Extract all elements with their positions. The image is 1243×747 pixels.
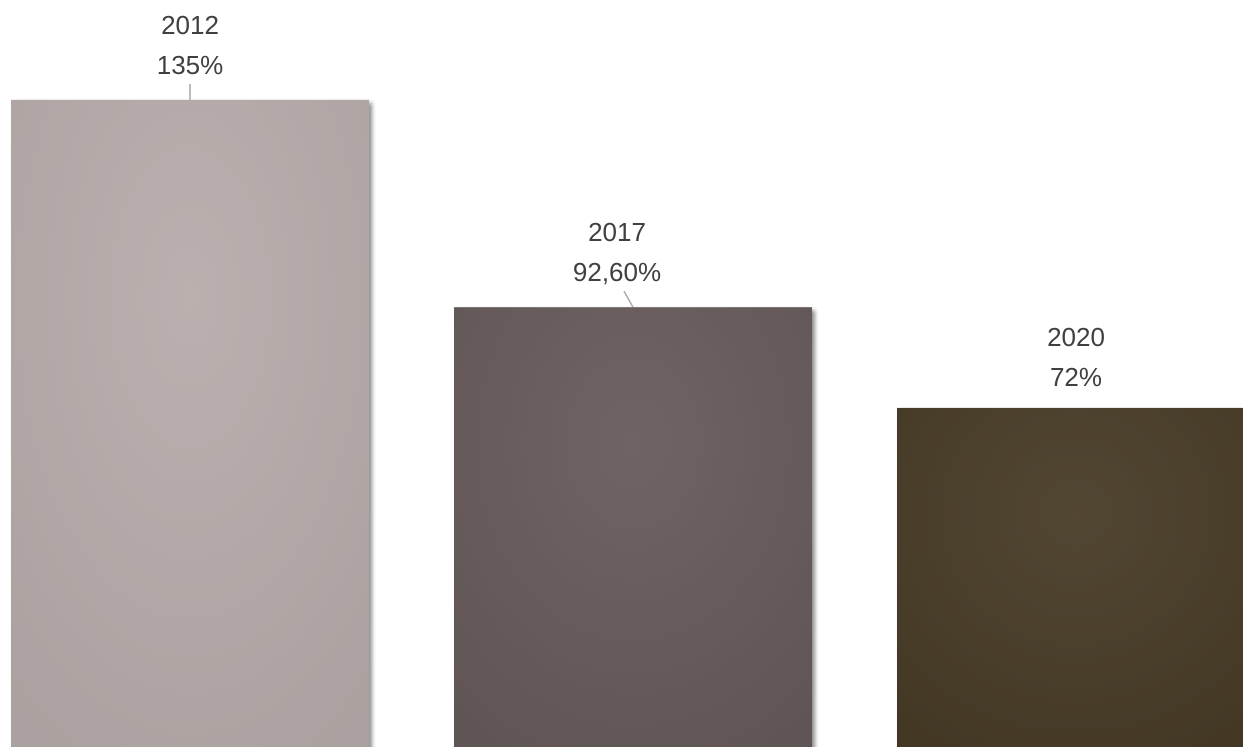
value-label-2020: 72%	[1050, 362, 1102, 392]
bar-sheen-2012	[11, 99, 369, 747]
leader-line-2017	[623, 290, 634, 308]
bar-sheen-2020	[897, 407, 1243, 747]
category-label-2020: 2020	[1047, 322, 1105, 352]
value-label-2017: 92,60%	[573, 257, 661, 287]
category-label-2012: 2012	[161, 10, 219, 40]
bars-layer	[11, 99, 1243, 747]
value-label-2012: 135%	[157, 50, 224, 80]
labels-layer: 2012 135% 2017 92,60% 2020 72%	[157, 10, 1105, 392]
category-label-2017: 2017	[588, 217, 646, 247]
bar-sheen-2017	[454, 307, 812, 747]
